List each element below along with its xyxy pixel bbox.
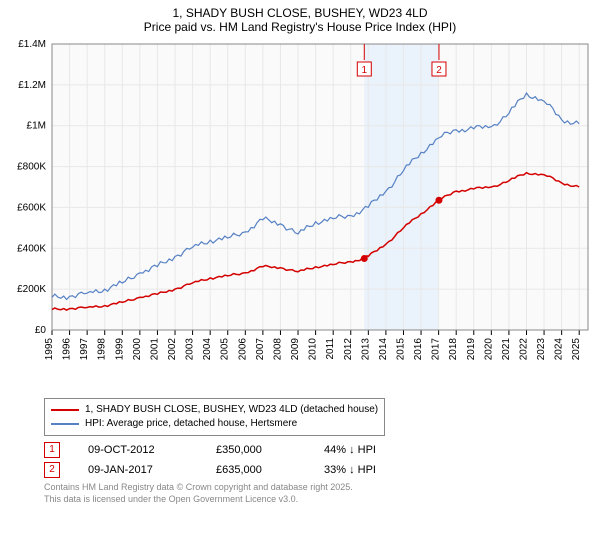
transaction-date: 09-OCT-2012: [88, 444, 188, 456]
y-tick-label: £1M: [27, 121, 46, 132]
x-tick-label: 2021: [501, 338, 512, 361]
legend-label: HPI: Average price, detached house, Hert…: [85, 417, 297, 431]
footer-attribution: Contains HM Land Registry data © Crown c…: [44, 482, 592, 505]
x-tick-label: 2024: [554, 338, 565, 361]
x-tick-label: 2001: [149, 338, 160, 361]
transaction-price: £635,000: [216, 464, 296, 476]
y-tick-label: £800K: [17, 162, 46, 173]
transaction-table: 1 09-OCT-2012 £350,000 44% ↓ HPI 2 09-JAN-201…: [44, 442, 592, 478]
x-tick-label: 2013: [360, 338, 371, 361]
x-tick-label: 2017: [431, 338, 442, 361]
x-tick-label: 2025: [571, 338, 582, 361]
x-tick-label: 2011: [325, 338, 336, 360]
transaction-diff: 44% ↓ HPI: [324, 444, 376, 456]
x-tick-label: 2008: [272, 338, 283, 361]
x-tick-label: 2018: [448, 338, 459, 361]
x-tick-label: 2020: [483, 338, 494, 361]
x-tick-label: 2010: [308, 338, 319, 361]
legend-swatch: [51, 423, 79, 425]
x-tick-label: 2007: [255, 338, 266, 361]
x-tick-label: 1998: [97, 338, 108, 361]
y-tick-label: £1.2M: [18, 80, 46, 91]
x-tick-label: 2004: [202, 338, 213, 361]
marker-dot: [435, 197, 442, 204]
legend-item: 1, SHADY BUSH CLOSE, BUSHEY, WD23 4LD (d…: [51, 403, 378, 417]
x-tick-label: 2000: [132, 338, 143, 361]
legend: 1, SHADY BUSH CLOSE, BUSHEY, WD23 4LD (d…: [44, 398, 385, 436]
transaction-marker: 1: [44, 442, 60, 458]
legend-swatch: [51, 409, 79, 411]
marker-dot: [361, 255, 368, 262]
x-tick-label: 2005: [220, 338, 231, 361]
transaction-diff: 33% ↓ HPI: [324, 464, 376, 476]
x-tick-label: 1997: [79, 338, 90, 361]
y-tick-label: £1.4M: [18, 40, 46, 50]
footer-line-1: Contains HM Land Registry data © Crown c…: [44, 482, 592, 494]
transaction-row: 1 09-OCT-2012 £350,000 44% ↓ HPI: [44, 442, 592, 458]
x-tick-label: 2003: [185, 338, 196, 361]
y-tick-label: £200K: [17, 284, 46, 295]
x-tick-label: 1996: [62, 338, 73, 361]
transaction-row: 2 09-JAN-2017 £635,000 33% ↓ HPI: [44, 462, 592, 478]
transaction-date: 09-JAN-2017: [88, 464, 188, 476]
chart-title-sub: Price paid vs. HM Land Registry's House …: [8, 20, 592, 34]
x-tick-label: 2023: [536, 338, 547, 361]
y-tick-label: £400K: [17, 243, 46, 254]
x-tick-label: 2009: [290, 338, 301, 361]
y-tick-label: £0: [35, 325, 47, 336]
highlight-band: [364, 44, 439, 330]
legend-item: HPI: Average price, detached house, Hert…: [51, 417, 378, 431]
x-tick-label: 1999: [114, 338, 125, 361]
chart-title-address: 1, SHADY BUSH CLOSE, BUSHEY, WD23 4LD: [8, 6, 592, 20]
x-tick-label: 2016: [413, 338, 424, 361]
transaction-marker: 2: [44, 462, 60, 478]
x-tick-label: 2022: [518, 338, 529, 361]
x-tick-label: 2002: [167, 338, 178, 361]
legend-label: 1, SHADY BUSH CLOSE, BUSHEY, WD23 4LD (d…: [85, 403, 378, 417]
footer-line-2: This data is licensed under the Open Gov…: [44, 494, 592, 506]
transaction-price: £350,000: [216, 444, 296, 456]
x-tick-label: 2014: [378, 338, 389, 361]
x-tick-label: 2012: [343, 338, 354, 361]
x-tick-label: 2006: [237, 338, 248, 361]
x-tick-label: 2015: [395, 338, 406, 361]
x-tick-label: 2019: [466, 338, 477, 361]
x-tick-label: 1995: [44, 338, 55, 361]
marker-number: 1: [362, 65, 368, 76]
y-tick-label: £600K: [17, 202, 46, 213]
marker-number: 2: [436, 65, 442, 76]
price-chart: £0 £200K £400K £600K £800K £1M £1.2M £1.4M 1995 1…: [8, 40, 592, 390]
